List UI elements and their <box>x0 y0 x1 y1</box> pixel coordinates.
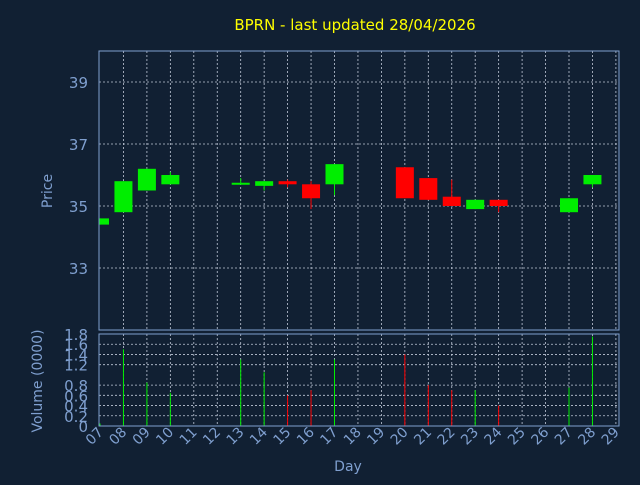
x-tick-label: 21 <box>411 425 435 449</box>
x-tick-label: 13 <box>224 425 248 449</box>
volume-tick-label: 1.4 <box>64 346 88 364</box>
x-tick-label: 12 <box>200 425 224 449</box>
x-tick-label: 18 <box>341 425 365 449</box>
x-tick-label: 29 <box>599 425 623 449</box>
candle-body <box>231 182 250 185</box>
candle-body <box>560 198 578 213</box>
price-candles <box>99 164 602 225</box>
price-grid <box>99 51 619 330</box>
x-tick-label: 15 <box>271 425 295 449</box>
volume-y-ticks: 00.20.40.60.8 1.21.41.61.8 <box>64 326 88 436</box>
price-axis-label: Price <box>40 174 56 208</box>
candle-body <box>278 181 297 185</box>
candle-body <box>255 181 274 186</box>
x-tick-label: 16 <box>294 424 318 448</box>
price-tick-label: 37 <box>69 136 88 154</box>
price-panel-frame <box>98 50 620 331</box>
volume-tick-label: 0.6 <box>64 387 88 405</box>
x-tick-label: 23 <box>458 425 482 449</box>
x-tick-label: 28 <box>575 425 599 449</box>
volume-tick-label: 1.6 <box>64 336 88 354</box>
price-y-ticks: 33 35 37 39 <box>69 74 88 278</box>
x-tick-label: 14 <box>247 424 271 448</box>
x-tick-label: 24 <box>482 424 506 448</box>
candle-body <box>137 168 156 191</box>
x-tick-label: 27 <box>552 425 576 449</box>
volume-tick-label: 0.2 <box>64 408 88 426</box>
x-tick-label: 08 <box>106 425 130 449</box>
candle-body <box>489 199 508 206</box>
volume-tick-label: 0 <box>78 418 88 436</box>
x-tick-label: 10 <box>153 425 177 449</box>
x-tick-label: 26 <box>528 424 552 448</box>
candle-body <box>442 196 461 206</box>
price-tick-label: 35 <box>69 198 88 216</box>
x-tick-label: 25 <box>505 425 529 449</box>
x-tick-label: 19 <box>364 425 388 449</box>
x-tick-label: 22 <box>435 425 459 449</box>
volume-tick-label: 1.2 <box>64 357 88 375</box>
candle-body <box>583 175 602 185</box>
x-tick-label: 11 <box>177 425 201 449</box>
price-tick-label: 39 <box>69 74 88 92</box>
x-axis-label: Day <box>334 459 362 475</box>
candle-body <box>100 218 109 225</box>
x-tick-label: 20 <box>388 425 412 449</box>
x-tick-label: 09 <box>130 425 154 449</box>
x-tick-label: 17 <box>317 425 341 449</box>
candle-body <box>161 175 180 185</box>
candle-body <box>302 184 321 199</box>
volume-tick-label: 1.8 <box>64 326 88 344</box>
volume-grid <box>99 333 619 427</box>
volume-bars <box>99 336 593 426</box>
volume-tick-label: 0.8 <box>64 377 88 395</box>
candle-body <box>395 167 414 199</box>
x-axis-ticks: 07 08 09 10 11 12 13 14 15 16 17 18 19 20 21 22 23 24 25 26… <box>83 424 623 448</box>
candle-body <box>419 178 438 200</box>
candle-body <box>114 181 133 213</box>
volume-axis-label: Volume (0000) <box>30 329 46 432</box>
candle-body <box>325 164 344 185</box>
chart-title: BPRN - last updated 28/04/2026 <box>234 16 475 34</box>
candle-body <box>466 199 485 210</box>
price-tick-label: 33 <box>69 260 88 278</box>
volume-panel-frame <box>98 333 620 427</box>
volume-tick-label: 0.4 <box>64 398 88 416</box>
